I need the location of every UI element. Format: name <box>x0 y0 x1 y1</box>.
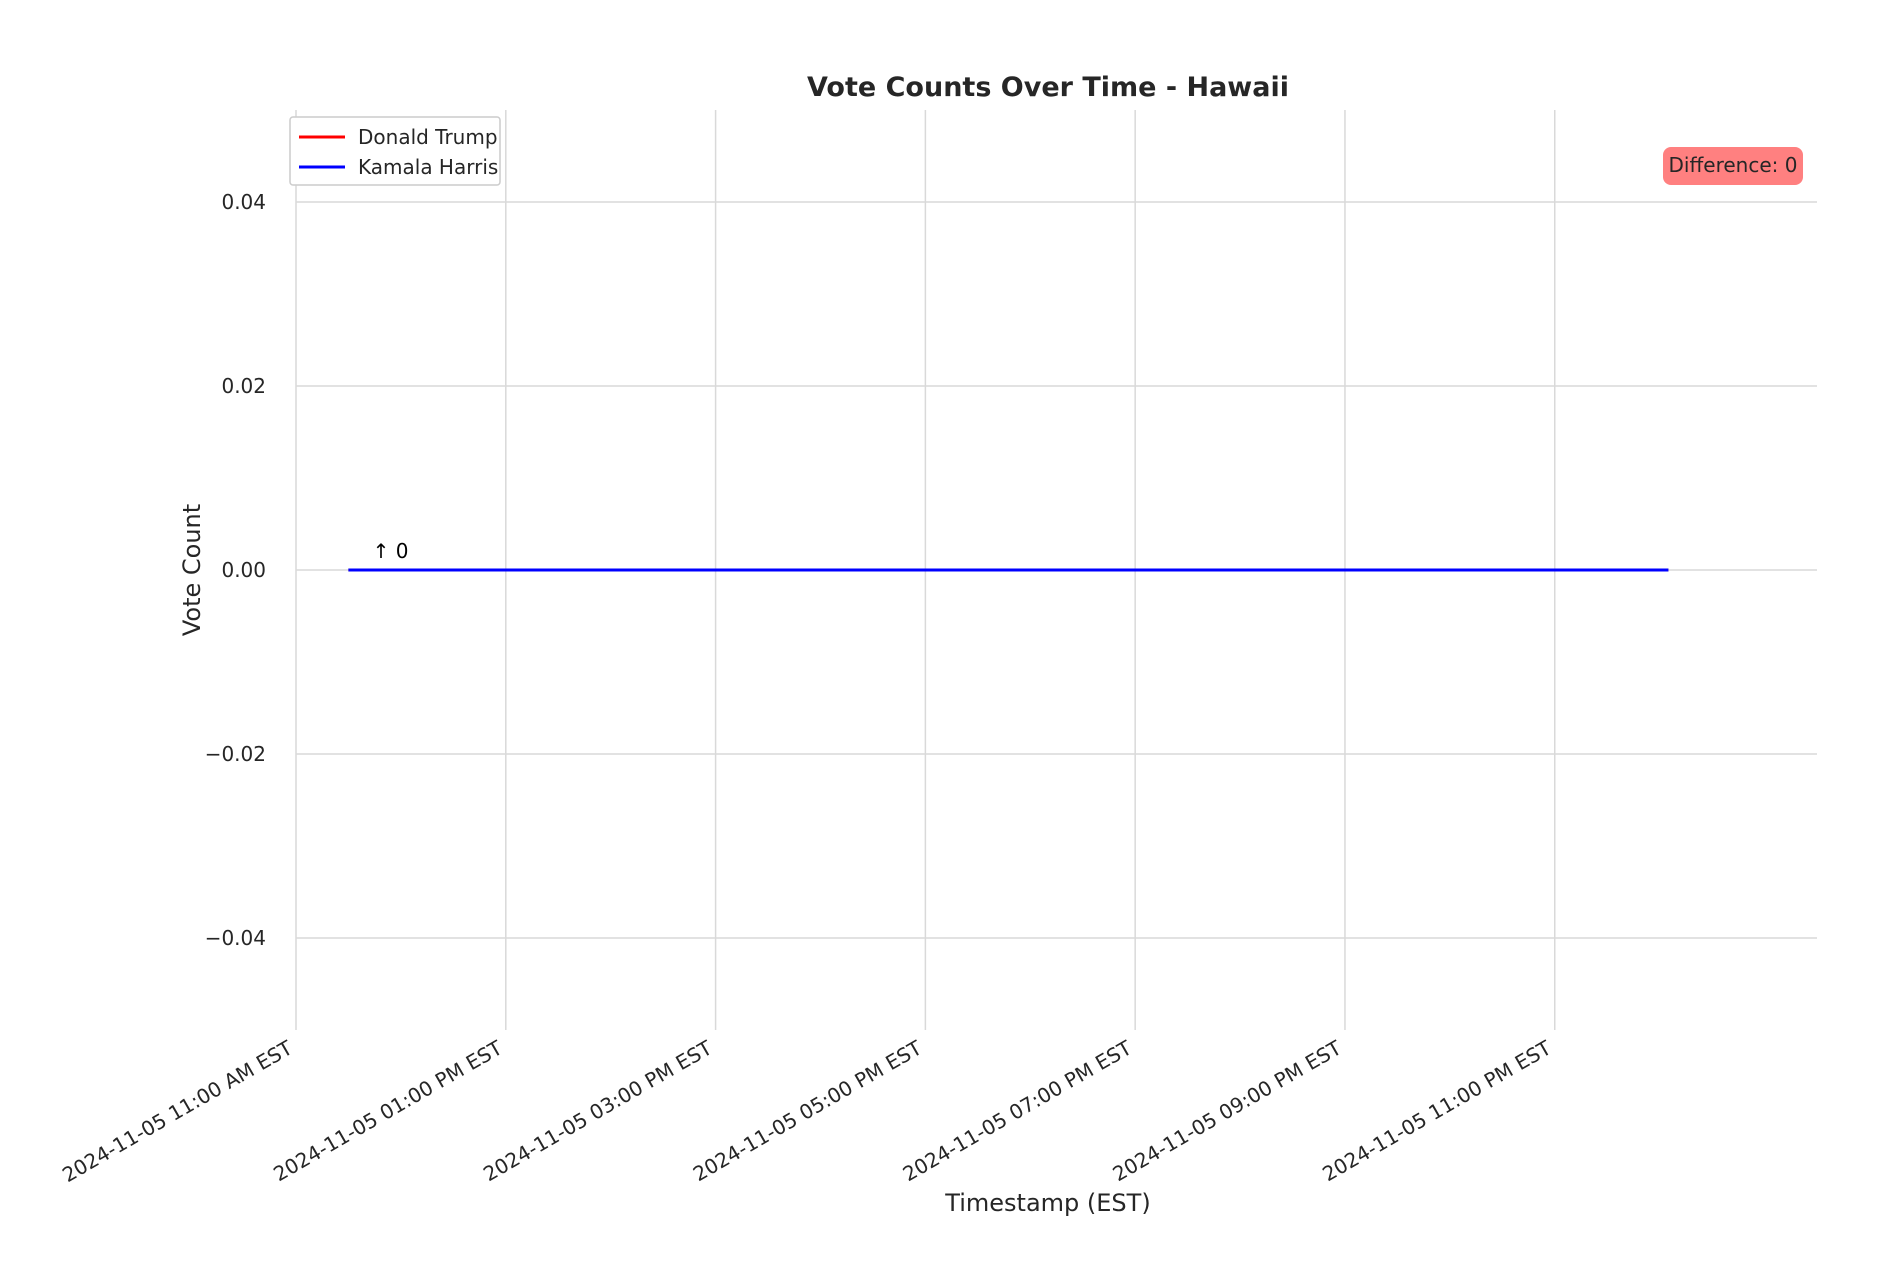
y-tick-label: 0.02 <box>221 374 266 398</box>
annotations: ↑ 0 <box>373 539 409 563</box>
legend: Donald Trump Kamala Harris <box>289 116 501 186</box>
x-tick-label: 2024-11-05 01:00 PM EST <box>269 1035 507 1186</box>
legend-label: Kamala Harris <box>358 155 498 179</box>
y-tick-label: −0.02 <box>205 742 266 766</box>
x-tick-label: 2024-11-05 11:00 AM EST <box>58 1035 297 1187</box>
x-tick-label: 2024-11-05 03:00 PM EST <box>479 1035 717 1186</box>
y-tick-label: −0.04 <box>205 926 266 950</box>
legend-label: Donald Trump <box>358 125 498 149</box>
difference-label: Difference: 0 <box>1669 153 1798 177</box>
x-tick-label: 2024-11-05 11:00 PM EST <box>1318 1035 1556 1186</box>
difference-box-bg <box>1663 147 1803 185</box>
y-axis-label: Vote Count <box>178 504 206 636</box>
y-tick-label: 0.04 <box>221 190 266 214</box>
annotation-label: ↑ 0 <box>373 539 409 563</box>
y-tick-labels: 0.04 0.02 0.00 −0.02 −0.04 <box>205 190 266 950</box>
x-tick-label: 2024-11-05 09:00 PM EST <box>1108 1035 1346 1186</box>
x-tick-label: 2024-11-05 05:00 PM EST <box>689 1035 927 1186</box>
x-axis-label: Timestamp (EST) <box>944 1189 1150 1217</box>
y-tick-label: 0.00 <box>221 558 266 582</box>
difference-box: Difference: 0 <box>1663 147 1803 185</box>
x-tick-label: 2024-11-05 07:00 PM EST <box>899 1035 1137 1186</box>
chart-title: Vote Counts Over Time - Hawaii <box>807 72 1289 103</box>
